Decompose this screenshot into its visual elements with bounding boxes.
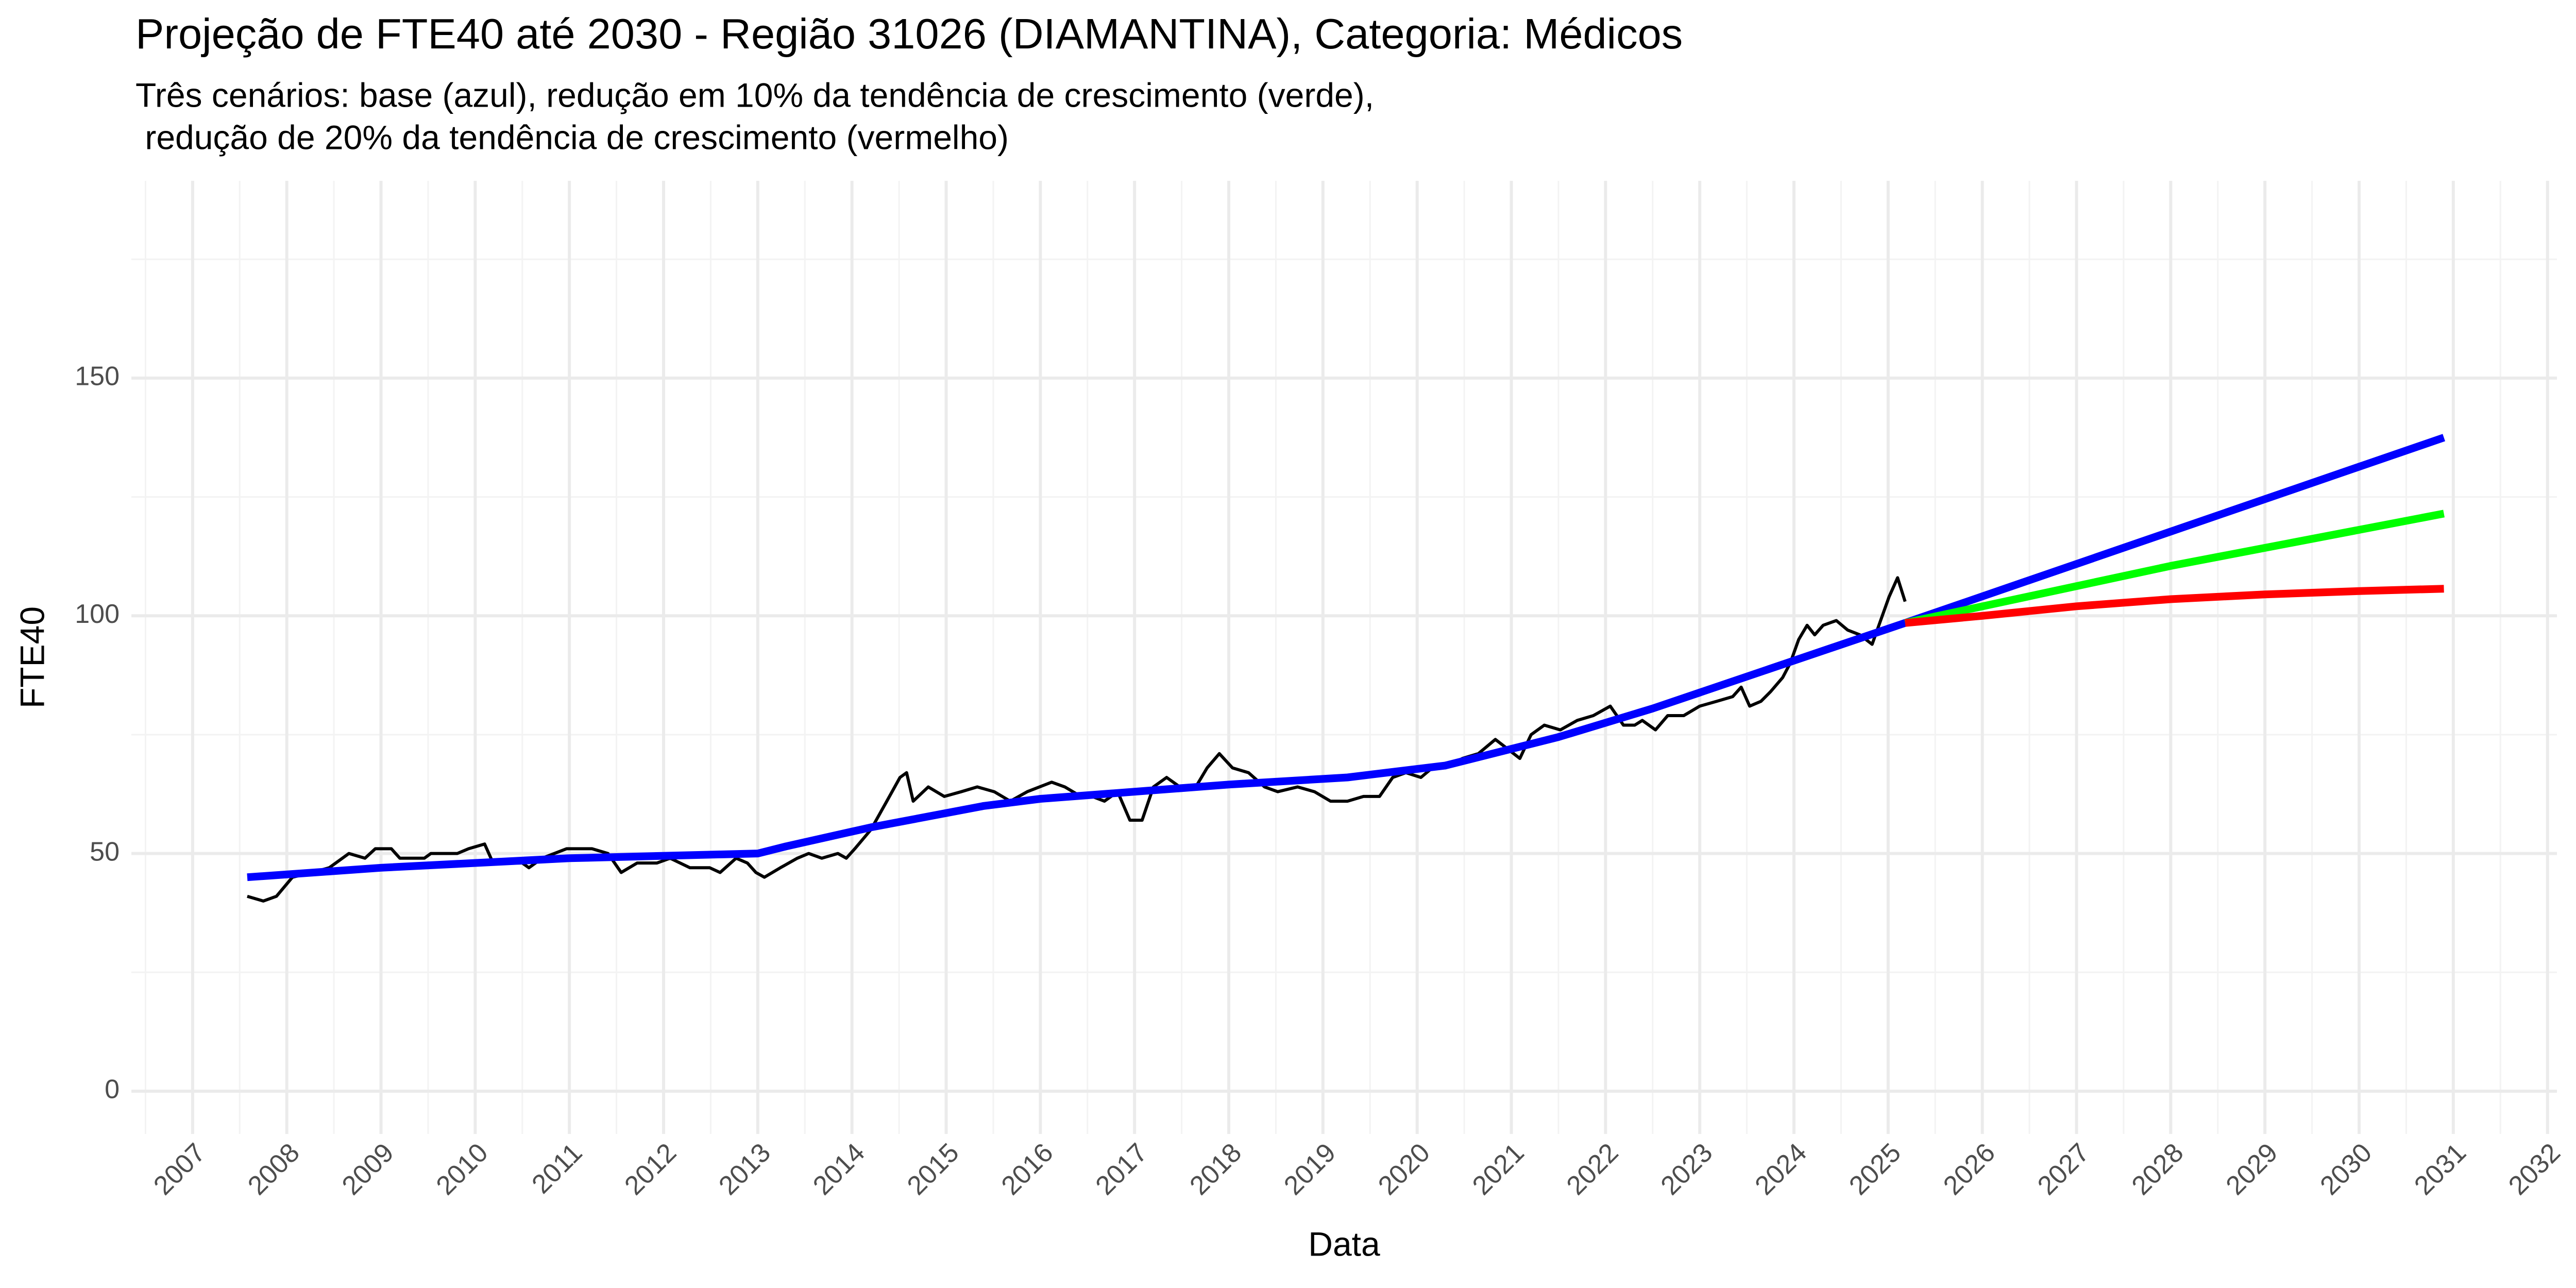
series-line <box>247 576 1907 903</box>
y-tick-label: 100 <box>75 599 120 629</box>
chart-title: Projeção de FTE40 até 2030 - Região 3102… <box>135 10 1683 58</box>
y-tick-label: 0 <box>105 1075 120 1105</box>
series-line <box>247 434 2446 882</box>
series-line <box>1905 585 2444 627</box>
series-line <box>1904 510 2445 627</box>
chart-subtitle: redução de 20% da tendência de crescimen… <box>135 118 1009 156</box>
y-axis-title: FTE40 <box>13 606 51 708</box>
grid <box>131 181 2557 1134</box>
y-tick-label: 50 <box>90 837 120 867</box>
chart-subtitle: Três cenários: base (azul), redução em 1… <box>135 76 1374 114</box>
x-axis-title: Data <box>1308 1225 1380 1263</box>
y-tick-label: 150 <box>75 362 120 392</box>
plot-lines <box>247 434 2446 903</box>
